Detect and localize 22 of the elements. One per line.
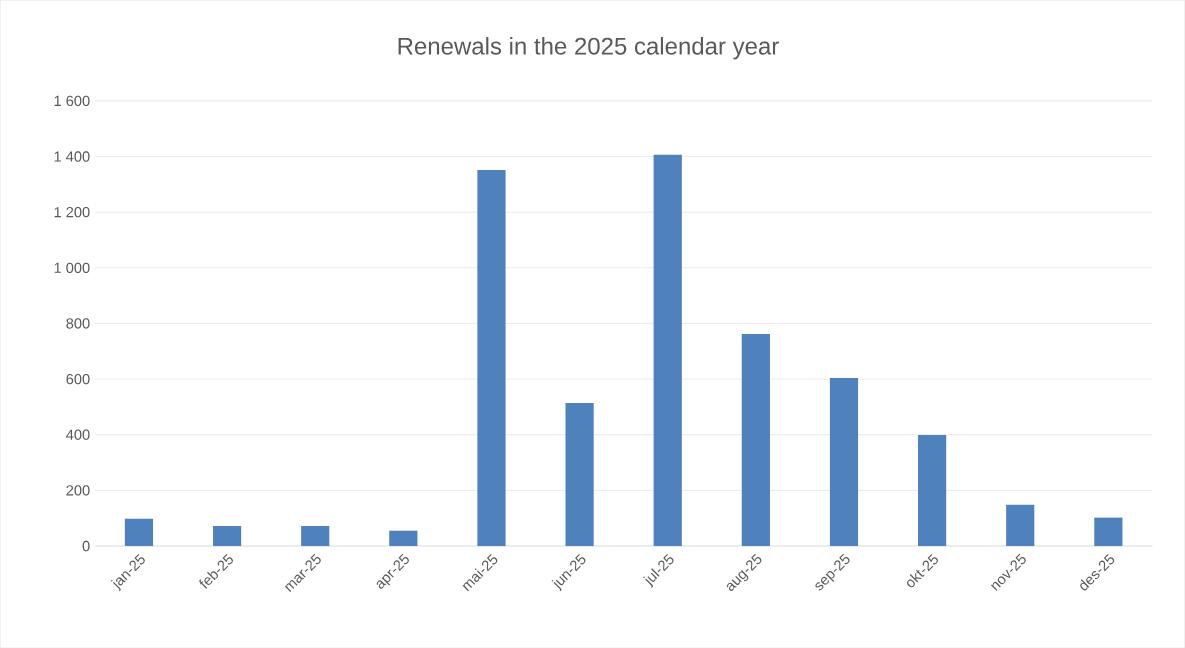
y-tick-label: 400	[66, 429, 90, 440]
y-tick-label: 200	[66, 485, 90, 496]
bar	[124, 518, 154, 546]
bar	[1006, 504, 1035, 546]
bar	[565, 402, 594, 546]
y-tick-label: 0	[82, 540, 90, 552]
y-tick-label: 1 600	[54, 95, 90, 106]
bar	[477, 169, 506, 546]
bar	[653, 154, 682, 546]
y-tick-label: 1 000	[54, 262, 90, 273]
bar	[301, 525, 330, 546]
bar	[829, 377, 859, 546]
bar	[741, 333, 770, 546]
bar	[1094, 517, 1123, 546]
y-tick-label: 800	[66, 318, 90, 329]
y-tick-label: 600	[66, 373, 90, 385]
y-tick-label: 1 400	[54, 151, 90, 162]
bar	[918, 434, 947, 546]
y-tick-label: 1 200	[54, 206, 90, 218]
bar	[389, 530, 418, 546]
chart-title: Renewals in the 2025 calendar year	[398, 36, 779, 60]
bar	[212, 525, 242, 546]
